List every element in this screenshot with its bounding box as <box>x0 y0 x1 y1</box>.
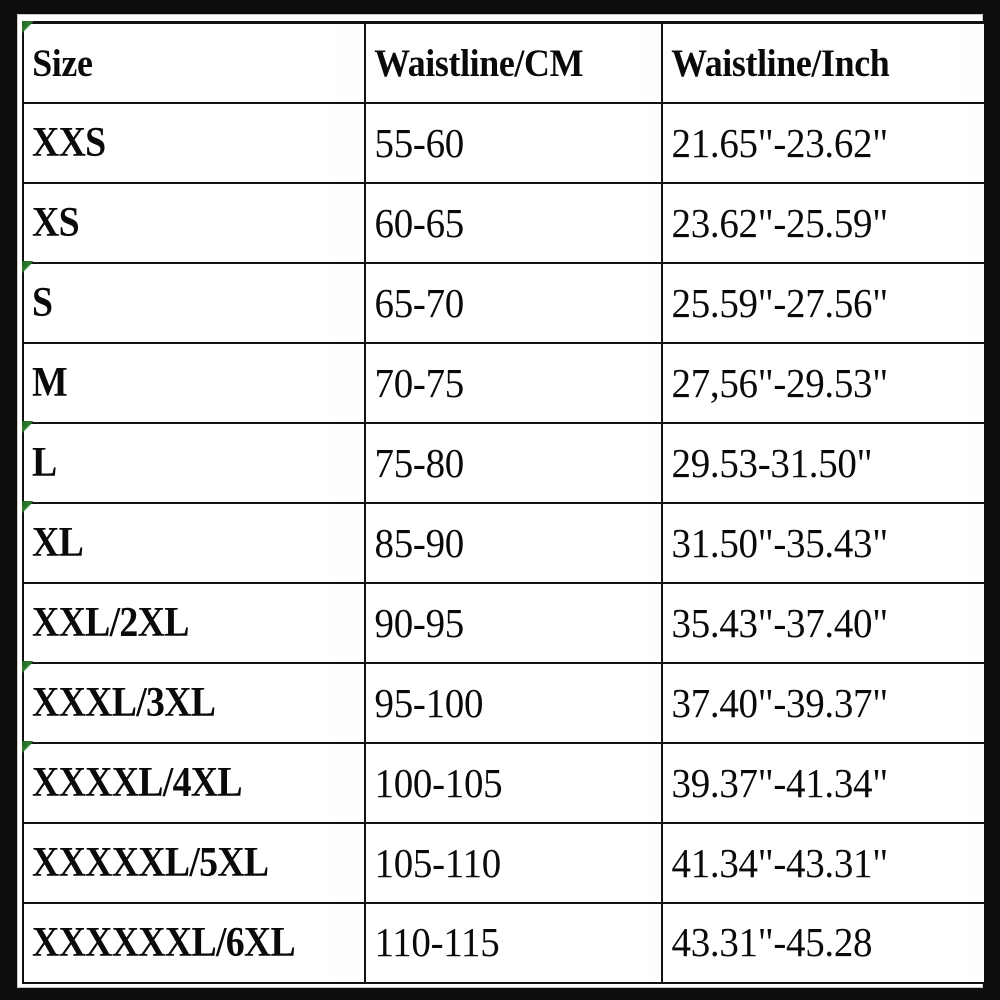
cell-inch: 23.62"-25.59" <box>661 182 970 264</box>
column-header-waistline-cm: Waistline/CM <box>364 21 640 104</box>
cell-cm: 85-90 <box>364 502 649 584</box>
cell-cm: 60-65 <box>364 182 649 264</box>
cell-cm: 75-80 <box>364 422 649 504</box>
cell-inch: 29.53-31.50" <box>661 422 970 504</box>
cell-size: XS <box>22 182 332 264</box>
cell-inch: 25.59"-27.56" <box>661 262 970 344</box>
cell-inch: 41.34"-43.31" <box>661 822 970 904</box>
cell-inch: 35.43"-37.40" <box>661 582 970 664</box>
cell-cm: 95-100 <box>364 662 649 744</box>
table-row: XXL/2XL 90-95 35.43"-37.40" <box>22 582 984 664</box>
table-row: S 65-70 25.59"-27.56" <box>22 262 984 344</box>
cell-size: XXXXXXL/6XL <box>22 902 332 984</box>
cell-size: XXS <box>22 102 332 184</box>
table-row: XL 85-90 31.50"-35.43" <box>22 502 984 584</box>
cell-inch: 43.31"-45.28 <box>661 902 970 984</box>
cell-size: M <box>22 342 332 424</box>
header-row: Size Waistline/CM Waistline/Inch <box>22 21 984 104</box>
table-row: XS 60-65 23.62"-25.59" <box>22 182 984 264</box>
column-header-size: Size <box>22 21 339 104</box>
table-row: L 75-80 29.53-31.50" <box>22 422 984 504</box>
cell-cm: 55-60 <box>364 102 649 184</box>
table-body: XXS 55-60 21.65"-23.62" XS 60-65 23.62"-25.59… <box>22 102 984 984</box>
cell-inch: 21.65"-23.62" <box>661 102 970 184</box>
table-row: XXXXXXL/6XL 110-115 43.31"-45.28 <box>22 902 984 984</box>
table-header: Size Waistline/CM Waistline/Inch <box>22 21 984 104</box>
table-row: M 70-75 27,56"-29.53" <box>22 342 984 424</box>
cell-cm: 70-75 <box>364 342 649 424</box>
cell-inch: 37.40"-39.37" <box>661 662 970 744</box>
cell-inch: 39.37"-41.34" <box>661 742 970 824</box>
table-row: XXXXL/4XL 100-105 39.37"-41.34" <box>22 742 984 824</box>
cell-inch: 27,56"-29.53" <box>661 342 970 424</box>
cell-cm: 105-110 <box>364 822 649 904</box>
cell-cm: 65-70 <box>364 262 649 344</box>
cell-cm: 90-95 <box>364 582 649 664</box>
cell-size: XXXXL/4XL <box>22 742 332 824</box>
cell-size: XL <box>22 502 332 584</box>
cell-size: S <box>22 262 332 344</box>
size-chart-table: Size Waistline/CM Waistline/Inch XXS 55-6… <box>22 21 984 984</box>
cell-inch: 31.50"-35.43" <box>661 502 970 584</box>
cell-size: XXXL/3XL <box>22 662 332 744</box>
table-row: XXXL/3XL 95-100 37.40"-39.37" <box>22 662 984 744</box>
table-row: XXS 55-60 21.65"-23.62" <box>22 102 984 184</box>
cell-cm: 100-105 <box>364 742 649 824</box>
cell-size: L <box>22 422 332 504</box>
cell-cm: 110-115 <box>364 902 649 984</box>
cell-size: XXL/2XL <box>22 582 332 664</box>
cell-size: XXXXXL/5XL <box>22 822 332 904</box>
table-row: XXXXXL/5XL 105-110 41.34"-43.31" <box>22 822 984 904</box>
size-chart-container: Size Waistline/CM Waistline/Inch XXS 55-6… <box>22 21 984 984</box>
column-header-waistline-inch: Waistline/Inch <box>661 21 961 104</box>
